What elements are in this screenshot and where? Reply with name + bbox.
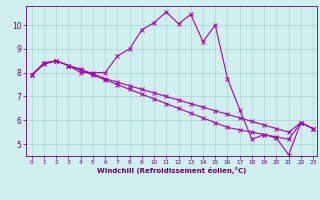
X-axis label: Windchill (Refroidissement éolien,°C): Windchill (Refroidissement éolien,°C) xyxy=(97,167,246,174)
